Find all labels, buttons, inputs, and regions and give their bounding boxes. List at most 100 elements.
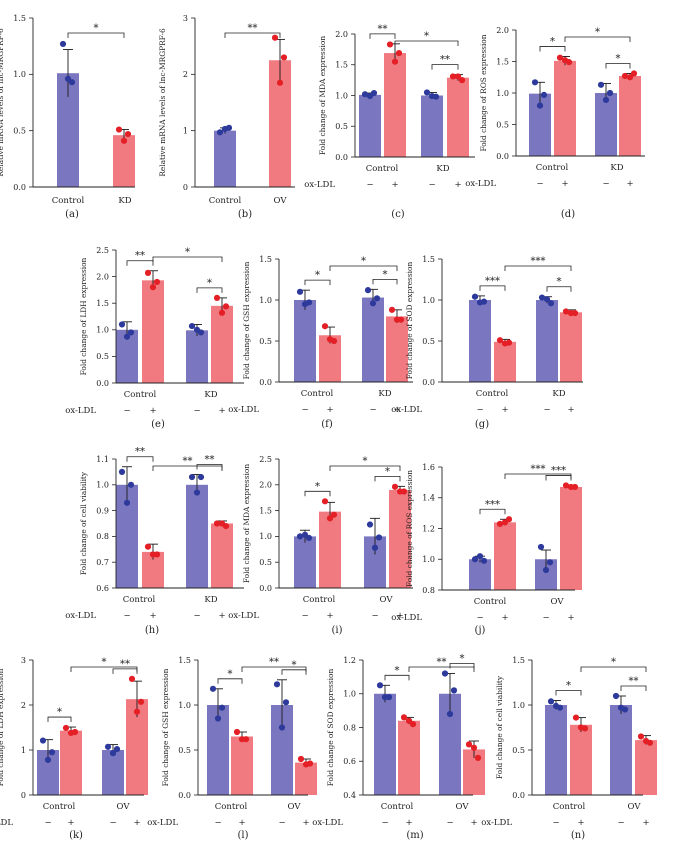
data-point <box>280 54 288 61</box>
significance-bracket <box>394 40 459 46</box>
significance-label: * <box>94 23 99 34</box>
x-group-label: KD <box>378 389 391 399</box>
data-point <box>123 333 131 340</box>
panel-caption: (f) <box>321 419 333 430</box>
data-point <box>149 551 157 558</box>
data-point <box>326 336 334 343</box>
y-axis-label: Fold change of ROS expression <box>405 470 414 587</box>
treatment-sign: + <box>577 818 584 828</box>
significance-bracket <box>580 666 647 672</box>
bar <box>389 489 411 588</box>
data-point <box>221 125 229 133</box>
data-point <box>127 329 135 336</box>
data-point <box>373 295 381 302</box>
significance-label: * <box>315 270 320 281</box>
bar <box>529 93 551 156</box>
y-tick-label: 1.0 <box>512 701 525 710</box>
treatment-sign: − <box>193 611 200 621</box>
y-tick-label: 2.0 <box>259 481 272 490</box>
bar <box>463 749 485 795</box>
y-tick-label: 2.5 <box>96 246 109 255</box>
bar <box>116 329 138 383</box>
data-point <box>361 91 369 98</box>
treatment-sign: + <box>149 611 156 621</box>
chart-panel: 0.0 0.5 1.0 1.5 * * * Fold change of GSH expres… <box>228 255 413 430</box>
x-group-label: Control <box>553 802 586 812</box>
bar <box>560 312 582 382</box>
significance-bracket <box>479 508 506 515</box>
y-tick-label: 0.0 <box>178 791 191 800</box>
y-tick-label: 0.0 <box>512 791 525 800</box>
data-point <box>238 736 246 743</box>
chart-panel: 0.6 0.7 0.8 0.9 1.0 1.1 ** ** ** Fold change of c… <box>65 447 244 636</box>
x-group-label: OV <box>456 802 470 812</box>
significance-label: * <box>566 681 571 692</box>
y-axis-label: Fold change of MDA expression <box>242 464 251 583</box>
significance-bracket <box>374 475 401 482</box>
data-point <box>617 704 625 711</box>
data-point <box>388 306 396 313</box>
treatment-sign: − <box>542 613 549 623</box>
chart-panel: 0.0 0.5 1.0 1.5 * Relative mRNA levels of lnc… <box>0 14 135 220</box>
x-group-label: Control <box>536 163 569 173</box>
y-tick-label: 1.0 <box>259 532 272 541</box>
chart-panel: 0.0 0.5 1.0 1.5 2.0 * * * Fold change of ROS exp… <box>465 26 645 220</box>
data-point <box>193 489 201 496</box>
significance-label: *** <box>531 464 546 475</box>
treatment-sign: − <box>536 179 543 189</box>
significance-bracket <box>384 674 410 681</box>
bar <box>116 484 138 588</box>
y-axis-label: Fold change of LDH expression <box>0 668 5 786</box>
significance-label: * <box>595 27 600 38</box>
treatment-sign: − <box>476 405 483 415</box>
data-point <box>386 41 394 48</box>
data-point <box>531 79 539 86</box>
data-point <box>540 91 548 98</box>
y-axis-label: Fold change of GSH expression <box>161 668 170 786</box>
y-axis-label: Fold change of cell viability <box>495 675 504 779</box>
data-point <box>572 714 580 721</box>
significance-label: * <box>361 256 366 267</box>
data-point <box>128 675 136 683</box>
significance-bracket <box>564 36 631 42</box>
ox-ldl-label: ox-LDL <box>304 180 335 190</box>
y-tick-label: 1.5 <box>422 255 435 264</box>
significance-label: * <box>611 657 616 668</box>
bar <box>535 559 557 590</box>
data-point <box>133 708 141 715</box>
bar <box>294 536 316 588</box>
treatment-sign: + <box>218 611 225 621</box>
y-tick-label: 1.6 <box>422 463 435 472</box>
data-point <box>602 96 610 104</box>
bar <box>610 705 632 795</box>
data-point <box>556 54 564 61</box>
treatment-sign: − <box>428 180 435 190</box>
significance-label: ** <box>269 657 279 668</box>
data-point <box>546 559 554 566</box>
bar <box>319 335 341 382</box>
data-point <box>543 296 551 303</box>
y-tick-label: 0.5 <box>259 558 272 567</box>
data-point <box>366 93 374 100</box>
bar <box>126 699 148 795</box>
significance-bracket <box>329 265 398 271</box>
data-point <box>62 724 70 732</box>
significance-label: *** <box>485 499 500 510</box>
significance-label: * <box>228 669 233 680</box>
data-point <box>197 473 205 481</box>
treatment-sign: + <box>501 613 508 623</box>
data-point <box>278 724 286 731</box>
chart-panel: 0.40.60.81.01.2****Fold change of SOD ex… <box>312 654 485 841</box>
y-tick-label: 0.8 <box>343 723 356 732</box>
significance-bracket <box>224 32 281 38</box>
ox-ldl-label: ox-LDL <box>312 818 343 828</box>
treatment-sign: − <box>366 180 373 190</box>
significance-label: ** <box>629 676 639 687</box>
data-point <box>321 323 329 330</box>
panel-caption: (g) <box>475 419 489 430</box>
data-point <box>144 269 152 276</box>
data-point <box>496 520 504 527</box>
data-point <box>547 698 555 705</box>
bar <box>635 740 657 795</box>
data-point <box>188 322 196 330</box>
